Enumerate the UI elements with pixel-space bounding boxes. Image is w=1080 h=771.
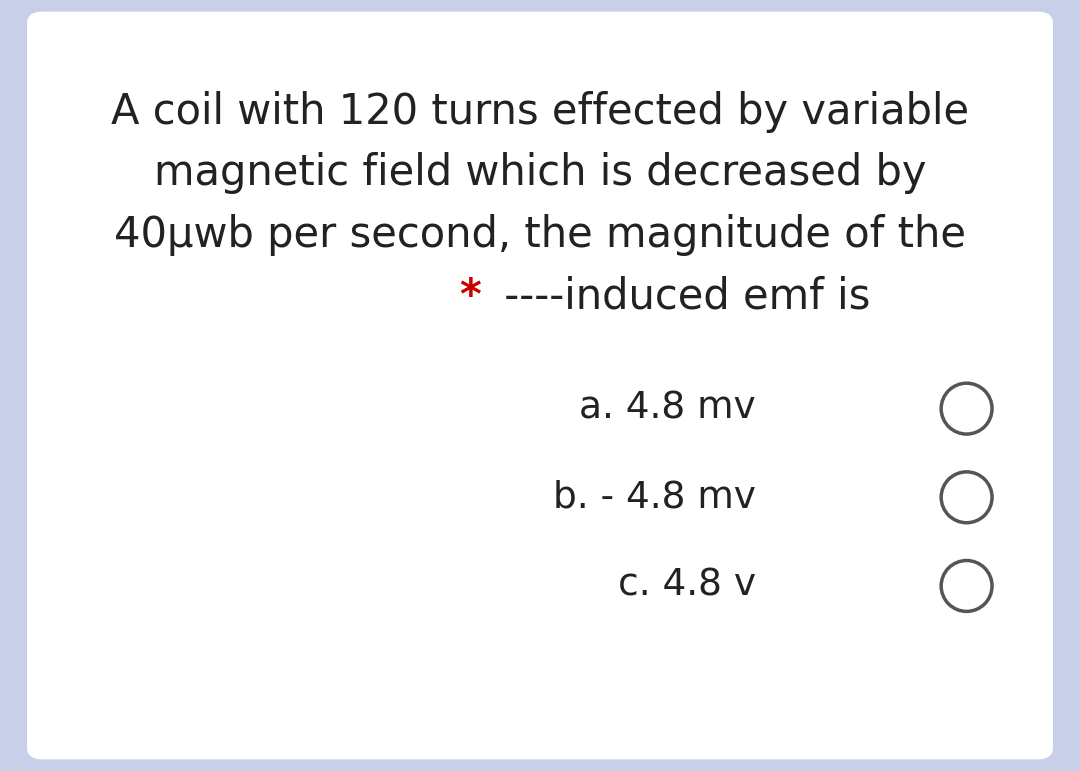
Text: magnetic field which is decreased by: magnetic field which is decreased by [153,153,927,194]
Text: A coil with 120 turns effected by variable: A coil with 120 turns effected by variab… [111,91,969,133]
Text: c. 4.8 v: c. 4.8 v [618,568,756,604]
Text: ----induced emf is: ----induced emf is [491,276,870,318]
Text: 40μwb per second, the magnitude of the: 40μwb per second, the magnitude of the [114,214,966,256]
Text: a. 4.8 mv: a. 4.8 mv [579,391,756,426]
Text: b. - 4.8 mv: b. - 4.8 mv [553,480,756,515]
Text: *: * [459,276,481,318]
